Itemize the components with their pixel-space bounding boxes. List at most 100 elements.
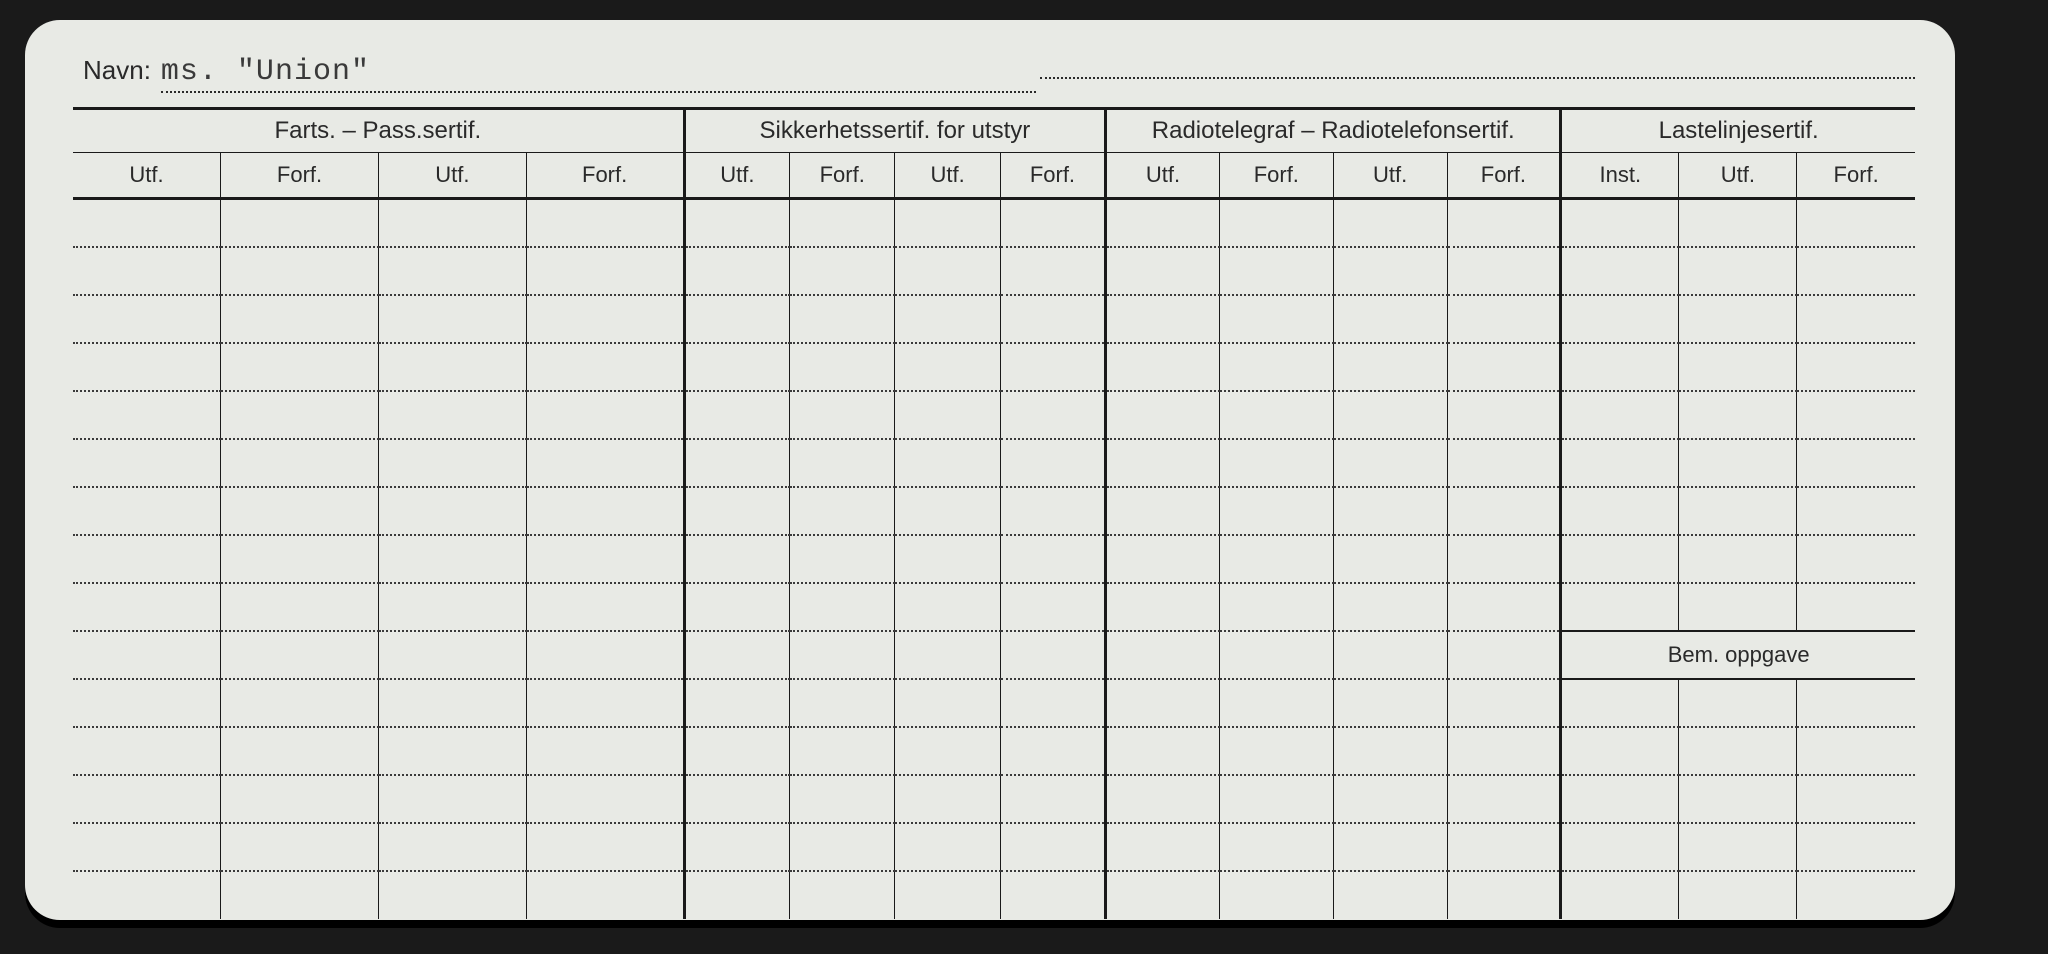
cell <box>526 727 684 775</box>
cell <box>1106 535 1220 583</box>
cell <box>379 727 527 775</box>
cell <box>684 775 789 823</box>
cell <box>684 583 789 631</box>
cell <box>895 439 1000 487</box>
cell <box>1797 583 1915 631</box>
cell <box>1000 295 1105 343</box>
name-value: ms. "Union" <box>161 55 1036 93</box>
index-card: Navn: ms. "Union" Farts. – Pass.sertif. … <box>25 20 1955 920</box>
cell <box>221 775 379 823</box>
cell <box>1447 391 1561 439</box>
cell <box>1561 439 1679 487</box>
cell <box>221 679 379 727</box>
cell <box>790 583 895 631</box>
cell <box>1219 487 1333 535</box>
cell <box>1797 199 1915 247</box>
cell <box>1797 295 1915 343</box>
group-farts: Farts. – Pass.sertif. <box>73 109 684 153</box>
cell <box>221 439 379 487</box>
cell <box>1219 727 1333 775</box>
cell <box>221 199 379 247</box>
cell <box>526 871 684 919</box>
cell <box>895 679 1000 727</box>
cell <box>1219 535 1333 583</box>
cell <box>1447 199 1561 247</box>
cell <box>1447 247 1561 295</box>
cell <box>1447 295 1561 343</box>
group-header-row: Farts. – Pass.sertif. Sikkerhetssertif. … <box>73 109 1915 153</box>
cell <box>221 391 379 439</box>
cell <box>1106 439 1220 487</box>
cell <box>73 295 221 343</box>
cell <box>73 583 221 631</box>
cell <box>895 487 1000 535</box>
cell <box>1106 583 1220 631</box>
cell <box>379 871 527 919</box>
cell <box>526 679 684 727</box>
cell <box>790 727 895 775</box>
cell <box>1797 439 1915 487</box>
table-row <box>73 295 1915 343</box>
cell <box>1797 871 1915 919</box>
cell <box>1679 583 1797 631</box>
col-laste-utf: Utf. <box>1679 153 1797 199</box>
cell <box>221 295 379 343</box>
cell <box>73 727 221 775</box>
cell <box>379 391 527 439</box>
col-farts-utf2: Utf. <box>379 153 527 199</box>
cell <box>73 823 221 871</box>
cell <box>1333 487 1447 535</box>
cell <box>1797 775 1915 823</box>
cell <box>895 823 1000 871</box>
cell <box>1797 727 1915 775</box>
cell <box>379 343 527 391</box>
col-farts-forf2: Forf. <box>526 153 684 199</box>
cell <box>1679 343 1797 391</box>
cell <box>684 727 789 775</box>
cell <box>895 199 1000 247</box>
table-row <box>73 439 1915 487</box>
cell <box>1106 295 1220 343</box>
cell <box>790 871 895 919</box>
cell <box>1219 775 1333 823</box>
cell <box>1447 679 1561 727</box>
cell <box>73 535 221 583</box>
cell <box>1333 199 1447 247</box>
col-radio-forf2: Forf. <box>1447 153 1561 199</box>
cell <box>73 391 221 439</box>
cell <box>895 775 1000 823</box>
cell <box>1797 535 1915 583</box>
cell <box>1333 871 1447 919</box>
cell <box>379 775 527 823</box>
cell <box>1219 391 1333 439</box>
cell <box>790 535 895 583</box>
cell <box>379 199 527 247</box>
table-row <box>73 823 1915 871</box>
cell <box>1000 823 1105 871</box>
cell <box>1447 631 1561 679</box>
cell <box>684 247 789 295</box>
table-row <box>73 583 1915 631</box>
col-sikk-utf1: Utf. <box>684 153 789 199</box>
cell <box>1447 823 1561 871</box>
bem-header-row: Bem. oppgave <box>73 631 1915 679</box>
cell <box>379 295 527 343</box>
cell <box>1679 487 1797 535</box>
cell <box>221 727 379 775</box>
cell <box>684 199 789 247</box>
col-laste-inst: Inst. <box>1561 153 1679 199</box>
cell <box>1561 247 1679 295</box>
cell <box>1679 871 1797 919</box>
cell <box>1000 343 1105 391</box>
cell <box>1797 823 1915 871</box>
cell <box>1561 679 1679 727</box>
col-sikk-forf2: Forf. <box>1000 153 1105 199</box>
cell <box>895 583 1000 631</box>
cell <box>790 295 895 343</box>
table-row <box>73 871 1915 919</box>
table-row <box>73 775 1915 823</box>
cell <box>1679 295 1797 343</box>
cell <box>1219 247 1333 295</box>
cell <box>379 631 527 679</box>
cell <box>73 343 221 391</box>
